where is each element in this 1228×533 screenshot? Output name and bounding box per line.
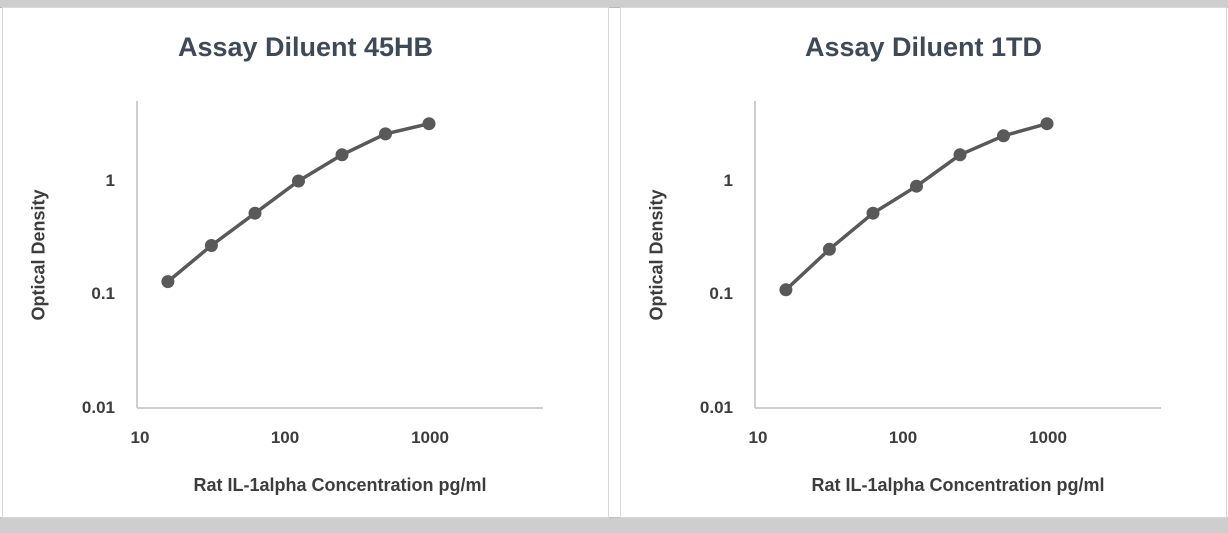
chart-panel-45hb: Assay Diluent 45HB 1 0.1 0.01 10 100 100… xyxy=(2,7,609,518)
y-tick-label: 0.1 xyxy=(709,284,733,303)
x-tick-label: 10 xyxy=(748,428,768,447)
y-tick-label: 0.01 xyxy=(81,398,115,417)
plot-area xyxy=(136,101,543,409)
y-tick-label: 0.01 xyxy=(699,398,733,417)
plot-area xyxy=(754,101,1161,409)
x-axis-title: Rat IL-1alpha Concentration pg/ml xyxy=(193,475,487,495)
x-tick-label: 1000 xyxy=(1029,428,1067,447)
y-tick-label: 1 xyxy=(723,171,733,190)
chart-title: Assay Diluent 1TD xyxy=(804,32,1043,62)
y-axis-title: Optical Density xyxy=(28,189,49,321)
y-tick-label: 0.1 xyxy=(91,284,115,303)
x-tick-label: 100 xyxy=(270,428,300,447)
top-gray-strip xyxy=(0,0,1228,8)
x-tick-label: 10 xyxy=(130,428,150,447)
x-axis-title: Rat IL-1alpha Concentration pg/ml xyxy=(811,475,1105,495)
y-axis-title: Optical Density xyxy=(646,189,667,321)
y-tick-label: 1 xyxy=(105,171,115,190)
chart-title: Assay Diluent 45HB xyxy=(177,32,434,62)
x-tick-label: 1000 xyxy=(411,428,449,447)
x-tick-label: 100 xyxy=(888,428,918,447)
bottom-gray-strip xyxy=(0,517,1228,533)
chart-panel-1td: Assay Diluent 1TD 1 0.1 0.01 10 100 1000… xyxy=(620,7,1227,518)
